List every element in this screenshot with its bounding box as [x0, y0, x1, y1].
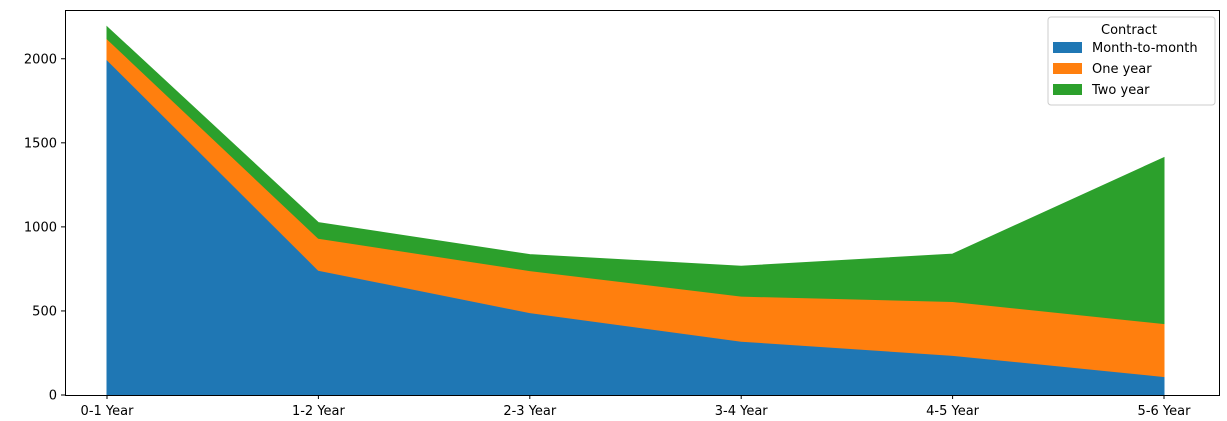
legend-swatch [1053, 84, 1082, 95]
x-tick-label: 1-2 Year [292, 404, 346, 419]
legend-items: Month-to-month One year Two year [1053, 41, 1198, 98]
x-tick-label: 5-6 Year [1138, 404, 1192, 419]
legend-swatch [1053, 63, 1082, 74]
series-areas [106, 25, 1165, 396]
x-axis: 0-1 Year 1-2 Year 2-3 Year 3-4 Year 4-5 Year… [81, 395, 1192, 419]
x-tick-label: 2-3 Year [503, 404, 557, 419]
y-tick-label: 1500 [24, 136, 57, 151]
legend-label: One year [1092, 62, 1152, 77]
legend-box [1047, 16, 1216, 106]
x-tick-label: 0-1 Year [81, 404, 135, 419]
legend-swatch [1053, 42, 1082, 53]
y-tick-label: 0 [49, 389, 57, 404]
legend-label: Month-to-month [1092, 41, 1198, 56]
legend-label: Two year [1091, 83, 1150, 98]
y-tick-label: 500 [32, 304, 57, 319]
legend: Contract Month-to-month One year Two year [1047, 16, 1216, 106]
area-two-year [106, 25, 1165, 325]
plot-frame [65, 10, 1220, 396]
legend-title: Contract [1101, 23, 1157, 38]
x-tick-label: 4-5 Year [926, 404, 980, 419]
y-tick-label: 1000 [24, 220, 57, 235]
y-tick-label: 2000 [24, 52, 57, 67]
x-tick-label: 3-4 Year [715, 404, 769, 419]
y-axis: 0 500 1000 1500 2000 [24, 52, 65, 404]
